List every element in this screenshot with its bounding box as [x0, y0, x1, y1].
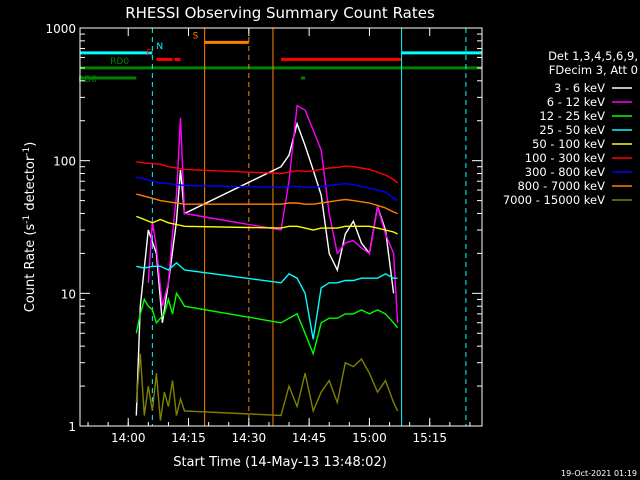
- series-line-4: [136, 215, 398, 235]
- chart-title: RHESSI Observing Summary Count Rates: [125, 4, 435, 22]
- legend-label-2: 12 - 25 keV: [539, 109, 605, 123]
- series-line-2: [135, 291, 399, 357]
- legend-label-8: 7000 - 15000 keV: [503, 193, 605, 207]
- x-tick-label-4: 15:00: [352, 431, 387, 445]
- legend-label-7: 800 - 7000 keV: [517, 179, 605, 193]
- flag-label-rd0: RD0: [110, 57, 129, 67]
- legend-label-5: 100 - 300 keV: [525, 151, 605, 165]
- flags-layer: N S F RD0 RD6: [78, 31, 482, 85]
- series-line-7: [136, 193, 398, 215]
- footer-date: 19-Oct-2021 01:19: [561, 469, 637, 478]
- y-tick-label-3: 1: [68, 420, 76, 434]
- series-line-6: [136, 176, 398, 202]
- legend-label-4: 50 - 100 keV: [532, 137, 605, 151]
- legend-header-1: FDecim 3, Att 0: [549, 63, 638, 77]
- flag-label-f: F: [146, 48, 151, 58]
- legend-header-0: Det 1,3,4,5,6,9,: [548, 49, 638, 63]
- y-tick-label-0: 1000: [45, 22, 76, 36]
- legend-label-1: 6 - 12 keV: [547, 95, 605, 109]
- legend: Det 1,3,4,5,6,9,FDecim 3, Att 0 3 - 6 keV…: [503, 49, 638, 207]
- series-layer: [135, 104, 399, 421]
- y-tick-label-2: 10: [61, 287, 76, 301]
- legend-label-6: 300 - 800 keV: [525, 165, 605, 179]
- flag-label-s: S: [193, 31, 199, 41]
- series-line-0: [135, 121, 395, 416]
- x-axis-label: Start Time (14-May-13 13:48:02): [173, 455, 387, 470]
- x-tick-label-0: 14:00: [111, 431, 146, 445]
- x-tick-label-5: 15:15: [412, 431, 447, 445]
- axes-layer: 14:00 14:15 14:30 14:45 15:00 15:15 1000 100 10 1: [45, 22, 482, 445]
- series-line-1: [147, 104, 399, 323]
- plot-frame: [79, 27, 483, 427]
- y-tick-label-1: 100: [53, 155, 76, 169]
- series-line-8: [135, 353, 399, 421]
- flag-label-n: N: [156, 42, 163, 52]
- y-axis-label: Count Rate (s-1 detector-1): [22, 142, 38, 313]
- series-line-3: [136, 261, 398, 340]
- flag-label-rd6: RD6: [78, 75, 97, 85]
- series-line-5: [136, 161, 399, 184]
- x-tick-label-2: 14:30: [232, 431, 267, 445]
- legend-label-0: 3 - 6 keV: [554, 81, 605, 95]
- legend-label-3: 25 - 50 keV: [539, 123, 605, 137]
- x-tick-label-1: 14:15: [171, 431, 206, 445]
- x-tick-label-3: 14:45: [292, 431, 327, 445]
